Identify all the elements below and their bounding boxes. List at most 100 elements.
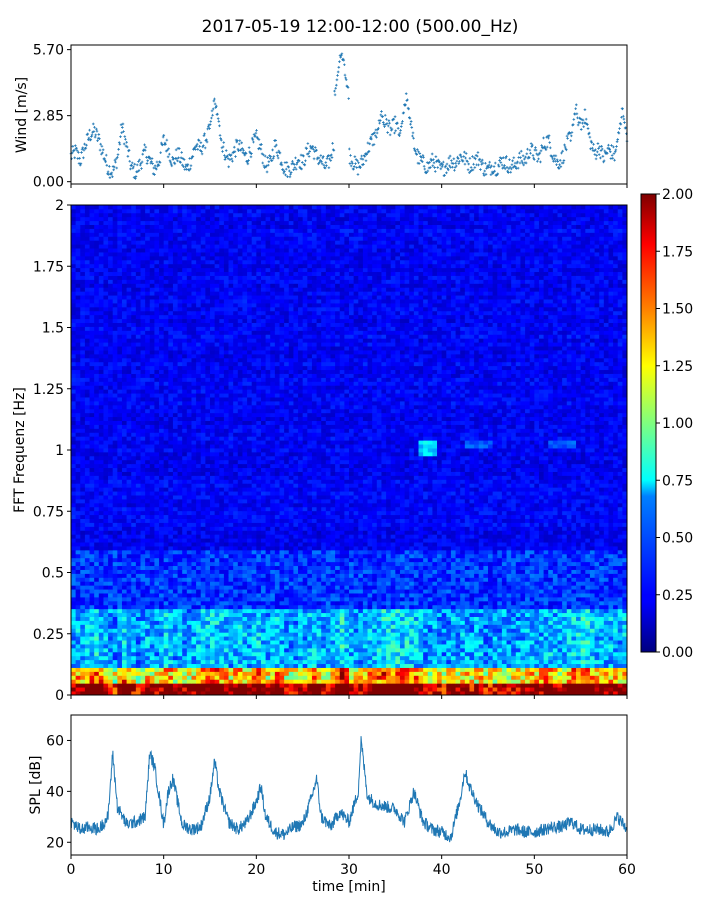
spectrogram-cell [311,655,317,661]
spectrogram-cell [108,663,114,668]
spectrogram-cell [71,640,77,645]
spectrogram-cell [576,667,582,672]
spectrogram-cell [349,687,355,692]
spectrogram-cell [265,561,271,567]
spectrogram-cell [71,620,77,625]
spectrogram-cell [247,624,253,629]
spectrogram-cell [242,632,248,637]
spectrogram-cell [589,687,595,692]
spectrogram-cell [580,687,586,692]
wind-point [545,145,549,149]
spectrogram-cell [506,604,512,610]
spectrogram-cell [251,644,257,649]
spectrogram-cell [321,663,327,668]
spectrogram-cell [163,577,169,582]
wind-point [205,138,208,142]
spectrogram-cell [386,565,392,570]
spectrogram-cell [580,600,586,606]
spectrogram-cell [325,608,331,614]
spectrogram-cell [580,561,586,567]
spectrogram-cell [478,644,484,649]
spectrogram-cell [75,593,81,598]
wind-point [448,164,451,168]
spectrogram-cell [552,651,558,657]
spectrogram-cell [219,691,225,696]
spectrogram-cell [237,608,243,614]
spectrogram-cell [404,585,410,590]
spectrogram-cell [335,628,341,633]
spectrogram-cell [242,655,248,661]
spectrogram-cell [469,644,475,649]
spectrogram-cell [219,675,225,680]
spectrogram-cell [418,644,424,649]
wind-point [569,139,573,143]
spectrogram-cell [427,581,433,586]
spectrogram-cell [381,667,387,672]
spectrogram-cell [256,659,262,665]
spectrogram-cell [214,687,220,692]
spectrogram-cell [492,608,498,614]
spectrogram-cell [149,565,155,570]
spectrogram-cell [511,667,517,672]
spectrogram-cell [376,663,382,668]
spectrogram-cell [450,671,456,676]
spectrogram-cell [168,593,174,598]
spectrogram-cell [182,651,188,657]
spectrogram-cell [228,608,234,614]
spectrogram-cell [455,569,461,574]
spectrogram-cell [386,687,392,692]
spectrogram-cell [279,632,285,637]
wind-point [472,162,475,166]
spectrogram-cell [214,675,220,680]
spectrogram-cell [256,624,262,629]
spectrogram-cell [534,691,540,696]
spectrogram-cell [585,593,591,598]
spectrogram-cell [576,651,582,657]
spectrogram-cell [288,663,294,668]
spectrogram-cell [339,651,345,657]
wind-point [352,165,356,168]
spectrogram-cell [501,691,507,696]
spectrogram-cell [103,581,109,586]
wind-point [226,157,230,160]
spectrogram-cell [376,604,382,610]
spectrogram-cell [506,687,512,692]
spectrogram-cell [325,655,331,661]
spectrogram-cell [515,687,521,692]
spectrogram-cell [432,679,438,684]
spectrogram-cell [617,589,623,594]
spectrogram-cell [335,604,341,610]
spectrogram-cell [423,612,429,617]
spectrogram-cell [399,679,405,684]
wind-point [393,131,396,135]
spectrogram-cell [585,569,591,574]
wind-point [272,155,276,158]
wind-point [401,120,404,123]
spectrogram-cell [200,628,206,633]
spectrogram-cell [98,624,104,629]
spectrogram-cell [242,581,248,586]
spectrogram-cell [381,581,387,586]
spectrogram-cell [404,636,410,641]
wind-point [406,98,409,102]
spectrogram-cell [418,616,424,621]
spectrogram-cell [311,628,317,633]
spectrogram-cell [108,608,114,614]
spectrogram-cell [131,659,137,665]
wind-point [232,145,236,149]
spectrogram-cell [488,659,494,665]
wind-point [336,74,339,77]
spectrogram-cell [529,573,535,578]
spectrogram-cell [121,667,127,672]
spectrogram-cell [409,644,415,649]
wind-point [122,142,126,146]
wind-point [271,148,274,152]
spectrogram-cell [543,585,549,590]
wind-point [423,167,427,171]
wind-point [255,129,258,132]
spectrogram-cell [358,585,364,590]
spectrogram-cell [613,600,619,606]
wind-point [619,122,623,126]
spectrogram-cell [228,573,234,578]
spectrogram-cell [580,691,586,696]
